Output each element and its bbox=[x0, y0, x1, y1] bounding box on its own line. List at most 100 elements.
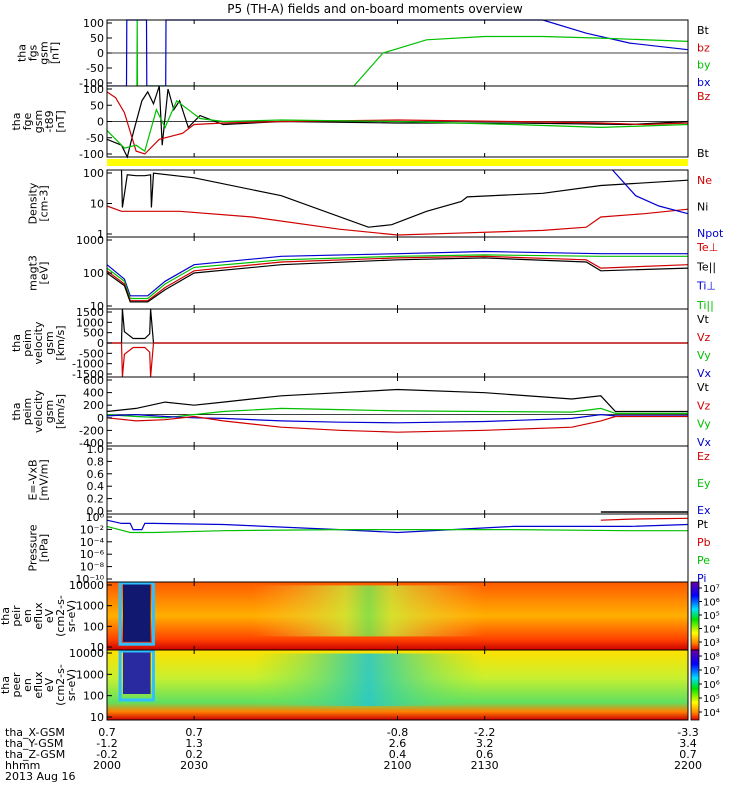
y-axis-label: peim bbox=[21, 398, 34, 426]
footer-row-label: tha_Y-GSM bbox=[5, 737, 63, 750]
series-ne bbox=[106, 205, 689, 236]
y-axis-label: en bbox=[21, 609, 34, 623]
y-axis-label: velocity bbox=[32, 321, 45, 364]
y-tick-label: 0.0 bbox=[87, 505, 105, 518]
y-axis-label: [km/s] bbox=[54, 325, 67, 360]
y-tick-label: 0 bbox=[97, 337, 104, 350]
series-ti⊥ bbox=[106, 250, 688, 297]
y-axis-label: peir bbox=[10, 605, 23, 627]
legend-ez: Ez bbox=[697, 450, 710, 463]
series-bt bbox=[106, 85, 689, 159]
y-tick-label: 400 bbox=[83, 387, 104, 400]
y-tick-label: 1000 bbox=[76, 316, 104, 329]
footer-value: 2030 bbox=[180, 759, 208, 772]
y-axis-label: peim bbox=[21, 329, 34, 357]
colorbar-label: 10⁸ bbox=[703, 652, 720, 663]
y-tick-label: -50 bbox=[86, 62, 104, 75]
y-axis-label: [eV] bbox=[38, 262, 51, 285]
legend-vx: Vx bbox=[697, 436, 712, 449]
colorbar-label: 10⁷ bbox=[703, 584, 720, 595]
y-tick-label: 10⁻² bbox=[80, 523, 104, 536]
y-tick-label: 10000 bbox=[69, 579, 104, 592]
footer-value: 0.2 bbox=[185, 748, 203, 761]
series-pe bbox=[106, 525, 688, 534]
y-tick-label: 1000 bbox=[76, 668, 104, 681]
legend-pi: Pi bbox=[697, 572, 706, 585]
heatmap-midband bbox=[252, 653, 485, 706]
y-tick-label: -500 bbox=[79, 347, 104, 360]
series-npot bbox=[612, 169, 689, 215]
footer-value: 0.7 bbox=[185, 726, 203, 739]
y-axis-label: eflux bbox=[32, 671, 45, 699]
series-pb bbox=[600, 517, 689, 521]
y-axis-label: [nT] bbox=[54, 110, 67, 132]
y-tick-label: 0 bbox=[97, 116, 104, 129]
y-tick-label: 0.6 bbox=[87, 468, 105, 481]
y-axis-label: [mV/m] bbox=[38, 459, 51, 500]
footer-value: 0.7 bbox=[679, 748, 697, 761]
series-vz bbox=[107, 342, 688, 378]
legend-ti||: Ti|| bbox=[696, 299, 714, 312]
series-ni bbox=[120, 169, 689, 228]
y-axis-label: en bbox=[21, 678, 34, 692]
legend-bt: Bt bbox=[697, 147, 710, 160]
footer-value: 1.3 bbox=[185, 737, 203, 750]
series-vy bbox=[106, 407, 688, 419]
footer-value: 3.2 bbox=[476, 737, 494, 750]
y-axis-label: tha bbox=[0, 607, 12, 625]
y-axis-label: eflux bbox=[32, 602, 45, 630]
footer-value: -1.2 bbox=[96, 737, 117, 750]
y-tick-label: 50 bbox=[90, 99, 104, 112]
y-axis-label: tha bbox=[16, 44, 29, 62]
y-tick-label: 1000 bbox=[76, 234, 104, 247]
colorbar-label: 10⁴ bbox=[703, 625, 720, 636]
y-tick-label: 500 bbox=[83, 327, 104, 340]
y-tick-label: 0 bbox=[97, 47, 104, 60]
y-axis-label: [nPa] bbox=[38, 534, 51, 562]
legend-vz: Vz bbox=[697, 331, 711, 344]
panel-efield: 1.00.80.60.40.20.0 E=-VxB[mV/m] Ez Ey Ex bbox=[27, 443, 711, 518]
y-axis-label: gsm bbox=[43, 400, 56, 423]
legend-vy: Vy bbox=[697, 418, 711, 431]
y-tick-label: -400 bbox=[79, 437, 104, 450]
y-tick-label: -200 bbox=[79, 424, 104, 437]
footer-value: 0.6 bbox=[476, 748, 494, 761]
y-tick-label: 0.8 bbox=[87, 455, 105, 468]
series-by bbox=[136, 19, 689, 87]
y-axis-label: tha bbox=[10, 112, 23, 130]
legend-vz: Vz bbox=[697, 399, 711, 412]
footer-row-label: tha_X-GSM bbox=[5, 726, 65, 739]
y-tick-label: 10⁻⁴ bbox=[80, 536, 105, 549]
y-axis-label: velocity bbox=[32, 390, 45, 433]
footer-value: 2130 bbox=[471, 759, 499, 772]
y-tick-label: 0 bbox=[97, 412, 104, 425]
y-tick-label: 10⁻¹⁰ bbox=[75, 573, 104, 586]
y-axis-label: gsm bbox=[43, 331, 56, 354]
y-tick-label: 10 bbox=[90, 711, 104, 724]
y-tick-label: 1500 bbox=[76, 306, 104, 319]
y-tick-label: 10 bbox=[90, 198, 104, 211]
y-tick-label: 100 bbox=[83, 83, 104, 96]
footer-value: 3.4 bbox=[679, 737, 697, 750]
y-axis-label: gsm bbox=[38, 41, 51, 64]
series-bz bbox=[106, 91, 689, 155]
y-tick-label: 50 bbox=[90, 32, 104, 45]
colorbar-label: 10⁴ bbox=[703, 708, 720, 719]
panel-background bbox=[107, 237, 688, 309]
heatmap-dropout bbox=[122, 652, 151, 694]
footer-value: 2000 bbox=[93, 759, 121, 772]
colorbar-label: 10⁶ bbox=[703, 680, 720, 691]
heatmap-dropout bbox=[122, 584, 151, 642]
footer-value: -2.2 bbox=[474, 726, 495, 739]
y-axis-label: [cm-3] bbox=[38, 185, 51, 221]
footer-value: 2100 bbox=[384, 759, 412, 772]
y-tick-label: 0.4 bbox=[87, 480, 105, 493]
y-tick-label: 600 bbox=[83, 374, 104, 387]
panel-background bbox=[107, 170, 688, 237]
series-pi bbox=[106, 519, 689, 534]
